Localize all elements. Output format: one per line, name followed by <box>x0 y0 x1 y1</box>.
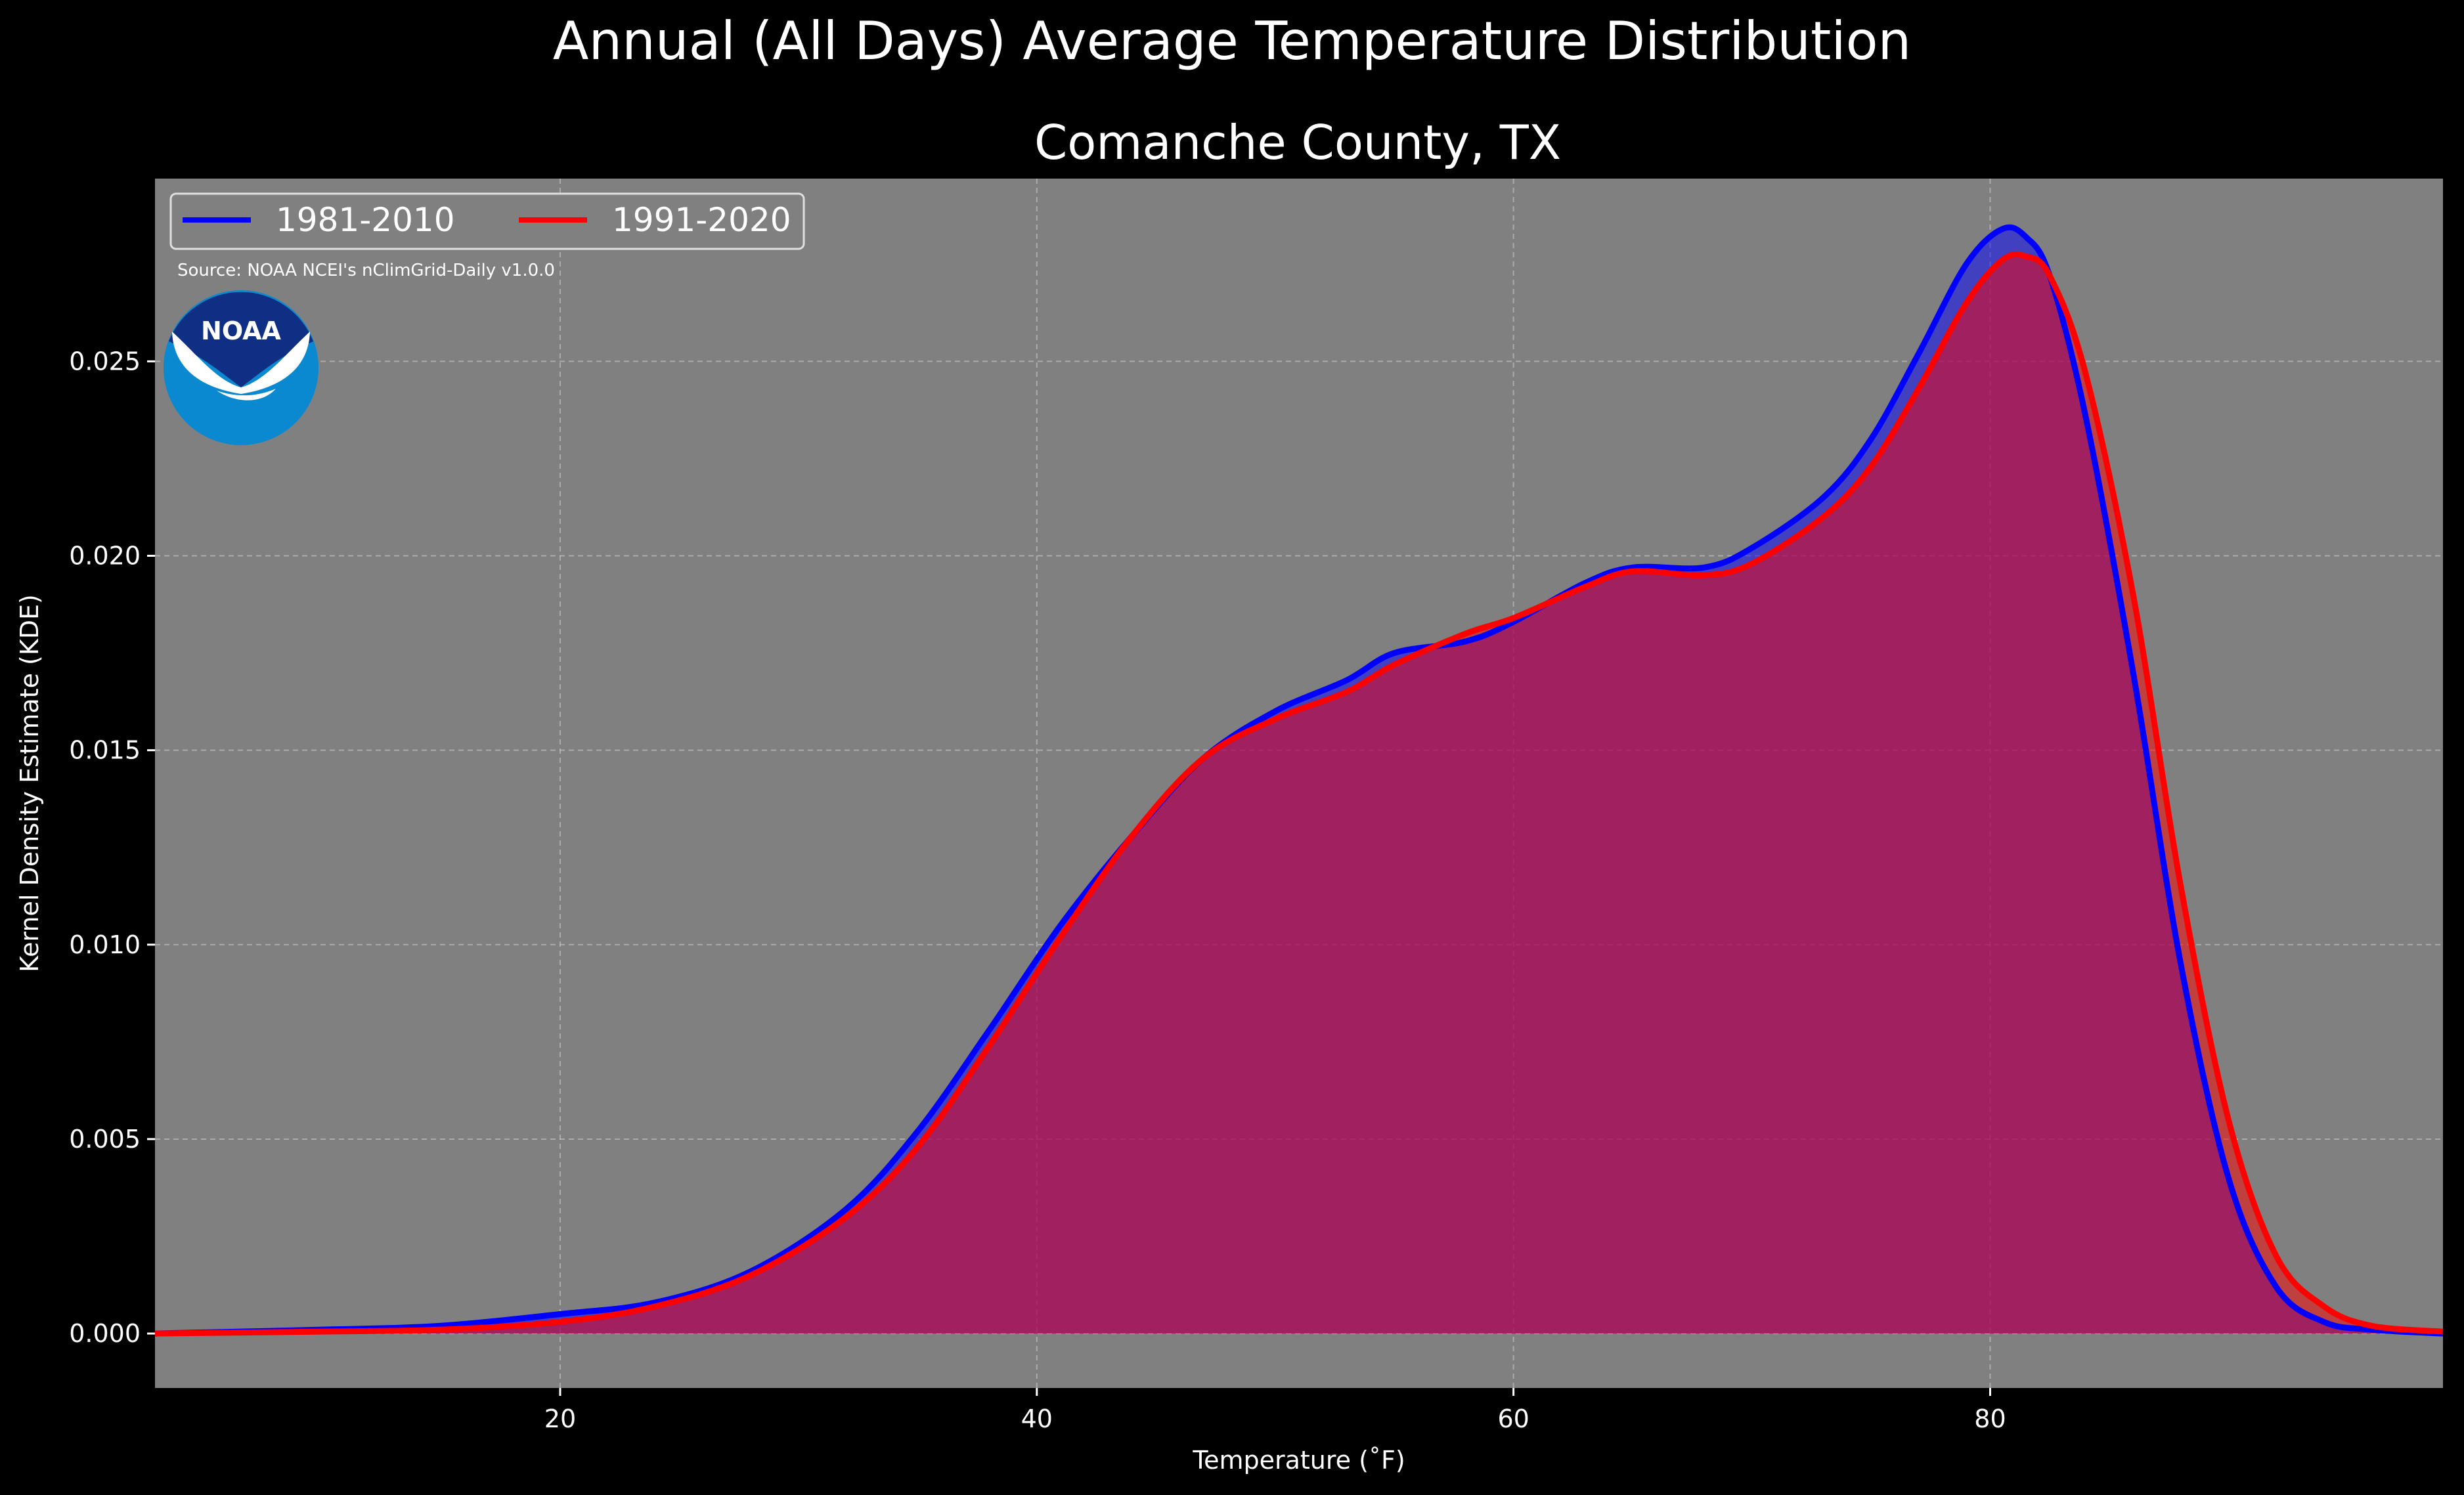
y-tick-label: 0.020 <box>69 542 141 571</box>
y-tick-label: 0.015 <box>69 736 141 765</box>
density-lines <box>154 224 2444 1337</box>
logo-text: NOAA <box>201 316 281 345</box>
x-tick-label: 20 <box>544 1404 576 1433</box>
legend-label-1991-2020: 1991-2020 <box>612 201 791 239</box>
x-axis-label: Temperature (˚F) <box>1192 1446 1405 1475</box>
y-axis-label: Kernel Density Estimate (KDE) <box>15 594 44 972</box>
area-1991-2020 <box>155 254 2443 1334</box>
chart-title: Annual (All Days) Average Temperature Di… <box>553 11 1911 72</box>
y-tick-label: 0.010 <box>69 930 141 959</box>
source-note: Source: NOAA NCEI's nClimGrid-Daily v1.0… <box>177 261 555 280</box>
y-tick-label: 0.005 <box>69 1125 141 1154</box>
y-tick-label: 0.000 <box>69 1319 141 1348</box>
density-fills <box>155 227 2443 1334</box>
y-axis: 0.000 0.005 0.010 0.015 0.020 0.025 <box>69 347 155 1348</box>
noaa-logo: NOAA <box>164 290 319 445</box>
line-1991-2020 <box>154 251 2444 1337</box>
line-1981-2010 <box>154 224 2444 1337</box>
chart-subtitle: Comanche County, TX <box>1034 115 1561 170</box>
y-tick-label: 0.025 <box>69 347 141 376</box>
x-tick-label: 60 <box>1497 1404 1529 1433</box>
legend-label-1981-2010: 1981-2010 <box>276 201 455 239</box>
x-tick-label: 80 <box>1974 1404 2006 1433</box>
x-tick-label: 40 <box>1021 1404 1053 1433</box>
legend: 1981-2010 1991-2020 <box>169 192 805 250</box>
x-axis: 20 40 60 80 <box>544 1388 2006 1433</box>
legend-box <box>169 192 805 250</box>
